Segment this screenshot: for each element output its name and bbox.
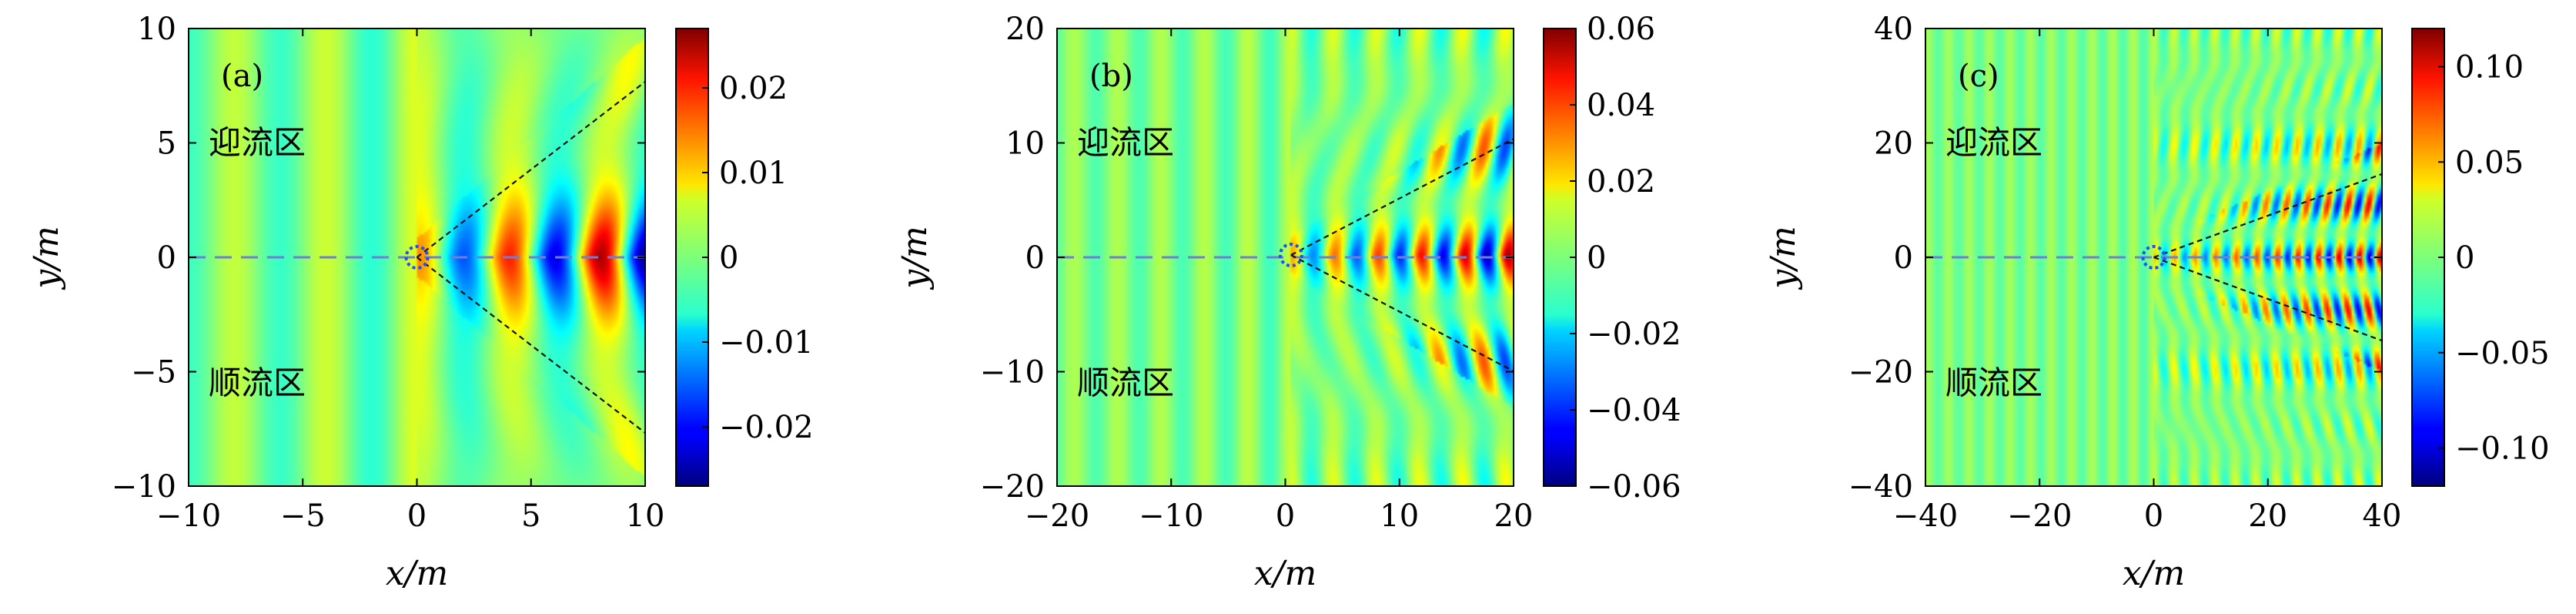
- y-tick-label: 10: [1005, 126, 1045, 162]
- kelvin-line-upper: [2153, 173, 2383, 259]
- y-tick-label: −5: [131, 355, 176, 391]
- y-tick-label: 20: [1874, 126, 1913, 162]
- y-tick-label: −20: [980, 469, 1045, 505]
- source-marker: [2141, 245, 2166, 270]
- x-axis-label: x/m: [386, 554, 448, 593]
- x-tick-label: 20: [1494, 498, 1534, 534]
- x-tick-label: 0: [2144, 498, 2163, 534]
- x-tick-label: −40: [1893, 498, 1958, 534]
- x-tick-label: 20: [2248, 498, 2287, 534]
- x-tick-label: 10: [1380, 498, 1419, 534]
- colorbar-tick-label: 0.06: [1587, 12, 1655, 47]
- x-axis-label: x/m: [2123, 554, 2185, 593]
- downstream-region-label: 顺流区: [209, 364, 306, 401]
- downstream-region-label: 顺流区: [1945, 364, 2042, 401]
- y-tick-label: 5: [157, 126, 176, 162]
- y-tick-label: 10: [137, 12, 176, 47]
- source-marker: [404, 245, 430, 270]
- x-tick-label: 10: [626, 498, 665, 534]
- x-axis-label: x/m: [1254, 554, 1316, 593]
- upstream-region-label: 迎流区: [1945, 124, 2042, 162]
- colorbar-tick-label: −0.06: [1587, 469, 1681, 505]
- colorbar: 0.06 0.04 0.02 0 −0.02 −0.04 −0.06: [1543, 12, 1681, 505]
- y-axis-label: y/m: [895, 226, 935, 290]
- y-tick-label: −40: [1848, 469, 1913, 505]
- kelvin-line-upper: [1290, 138, 1514, 257]
- colorbar-tick-label: 0.05: [2455, 145, 2524, 180]
- x-tick-label: −20: [1025, 498, 1089, 534]
- x-tick-label: 40: [2363, 498, 2402, 534]
- panel-a: −10 −5 0 5 10−10−50510x/my/m(a)迎流区顺流区0.020.0…: [27, 12, 814, 593]
- y-axis-label: y/m: [1764, 226, 1803, 290]
- colorbar-tick-label: 0: [1587, 240, 1606, 276]
- colorbar: 0.10 0.05 0 −0.05 −0.10: [2411, 28, 2550, 487]
- panel-label: (c): [1958, 59, 1999, 94]
- y-tick-label: 0: [1894, 240, 1913, 276]
- panel-label: (a): [221, 59, 263, 94]
- x-tick-label: 0: [407, 498, 427, 534]
- colorbar-tick-label: −0.05: [2455, 336, 2550, 371]
- colorbar-tick-label: −0.01: [719, 325, 814, 361]
- kelvin-line-lower: [2153, 256, 2383, 342]
- y-tick-label: −10: [980, 355, 1045, 391]
- colorbar-tick-label: −0.02: [719, 410, 814, 445]
- y-tick-label: 40: [1874, 12, 1913, 47]
- colorbar-tick-label: 0.01: [719, 156, 788, 191]
- colorbar-tick-label: 0.10: [2455, 50, 2524, 86]
- upstream-region-label: 迎流区: [209, 124, 306, 162]
- x-tick-label: 0: [1276, 498, 1295, 534]
- y-tick-label: 0: [157, 240, 176, 276]
- colorbar-tick-label: 0: [2455, 240, 2474, 276]
- y-tick-label: −20: [1848, 355, 1913, 391]
- kelvin-line-lower: [416, 257, 646, 434]
- colorbar-tick-label: −0.04: [1587, 393, 1681, 428]
- colorbar-tick-label: −0.10: [2455, 431, 2550, 467]
- upstream-region-label: 迎流区: [1077, 124, 1174, 162]
- colorbar-tick-label: 0: [719, 240, 738, 276]
- panel-label: (b): [1089, 59, 1133, 94]
- x-tick-label: −10: [156, 498, 221, 534]
- colorbar-tick-label: 0.02: [1587, 164, 1655, 200]
- colorbar: 0.02 0.01 0 −0.01 −0.02: [675, 28, 814, 487]
- x-tick-label: −10: [1139, 498, 1203, 534]
- colorbar-tick-label: −0.02: [1587, 317, 1681, 352]
- colorbar-tick-label: 0.02: [719, 71, 788, 106]
- y-axis-label: y/m: [27, 226, 66, 290]
- y-tick-label: −10: [112, 469, 176, 505]
- x-tick-label: −20: [2007, 498, 2072, 534]
- y-tick-label: 0: [1025, 240, 1045, 276]
- kelvin-line-lower: [1290, 254, 1514, 372]
- x-tick-label: −5: [280, 498, 326, 534]
- source-marker: [1278, 243, 1303, 268]
- downstream-region-label: 顺流区: [1077, 364, 1174, 401]
- y-tick-label: 20: [1005, 12, 1045, 47]
- colorbar-tick-label: 0.04: [1587, 88, 1655, 123]
- kelvin-line-upper: [416, 81, 646, 258]
- x-tick-label: 5: [521, 498, 540, 534]
